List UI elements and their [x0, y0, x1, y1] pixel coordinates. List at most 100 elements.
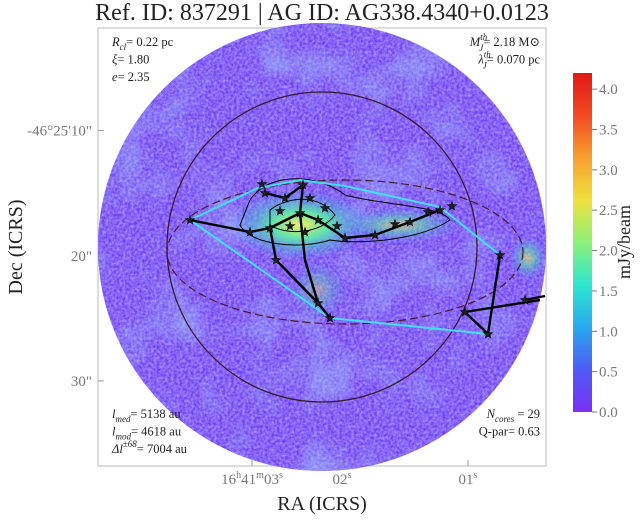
x-tick-label-sup: h	[236, 470, 241, 481]
annotation-value: = 4618 au	[131, 425, 182, 439]
y-axis-label: Dec (ICRS)	[5, 200, 27, 295]
annotation-sub: med	[115, 414, 130, 424]
annotation-value: = 0.22 pc	[126, 35, 173, 49]
colorbar-label: mJy/beam	[614, 205, 634, 279]
annotation: Q-par= 0.63	[479, 425, 540, 439]
annotation-sub: cores	[495, 414, 515, 424]
annotation-value: = 7004 au	[137, 442, 188, 456]
annotation-symbol: Δl	[111, 442, 123, 456]
x-tick-label-sup: s	[279, 470, 283, 481]
colorbar-tick-label: 3.5	[599, 123, 618, 139]
colorbar-tick-label: 4.0	[599, 82, 618, 98]
svg-text:★: ★	[370, 228, 381, 242]
annotation: e= 2.35	[112, 70, 150, 84]
annotation-symbol: R	[111, 35, 120, 49]
annotation-symbol: e	[112, 70, 118, 84]
svg-text:★: ★	[405, 215, 416, 229]
annotation-symbol: M	[469, 35, 481, 49]
annotation-value: = 5138 au	[130, 407, 181, 421]
colorbar	[573, 73, 592, 412]
colorbar-tick-label: 2.0	[599, 244, 618, 260]
x-tick-label: 02s	[333, 470, 352, 488]
annotation: Ncores = 29	[486, 407, 540, 424]
svg-text:★: ★	[185, 213, 196, 227]
svg-text:★: ★	[435, 203, 446, 217]
annotation-symbol: Q-par	[479, 425, 509, 439]
svg-text:★: ★	[275, 204, 286, 218]
colorbar-tick-label: 0.0	[599, 405, 618, 421]
annotation-value: = 2.35	[118, 70, 150, 84]
annotation-symbol: l	[112, 407, 116, 421]
svg-text:★: ★	[305, 191, 316, 205]
annotation: ξ= 1.80	[112, 53, 149, 67]
y-tick-label: 20"	[71, 249, 92, 265]
chart-title: Ref. ID: 837291 | AG ID: AG338.4340+0.01…	[95, 0, 549, 26]
svg-text:★: ★	[313, 296, 324, 310]
annotation-sup: th	[484, 50, 492, 60]
svg-text:★: ★	[280, 191, 291, 205]
colorbar-tick-label: 3.0	[599, 163, 618, 179]
colorbar-tick-label: 1.5	[599, 284, 618, 300]
annotation: λth J= 0.070 pc	[477, 50, 540, 71]
x-tick-label: 16h41m03s	[221, 470, 283, 488]
annotation-sup: ±68	[123, 439, 137, 449]
x-tick-label-sup: s	[474, 470, 478, 481]
cluster-ellipse	[166, 179, 524, 325]
svg-text:★: ★	[520, 293, 531, 307]
colorbar-tick-label: 0.5	[599, 365, 618, 381]
x-tick-label: 01s	[459, 470, 478, 488]
annotation-symbol: l	[112, 425, 116, 439]
annotation-value: = 1.80	[117, 53, 149, 67]
x-tick-label-part: 41	[241, 472, 256, 488]
mst	[189, 182, 546, 337]
annotation-symbol: λ	[477, 53, 484, 67]
svg-text:★: ★	[295, 206, 306, 220]
svg-text:★: ★	[285, 219, 296, 233]
annotation-value: = 0.070 pc	[487, 53, 541, 67]
x-tick-label-sup: s	[348, 470, 352, 481]
annotation-symbol: N	[486, 407, 496, 421]
y-tick-label: -46°25'10"	[27, 124, 92, 140]
svg-text:★: ★	[460, 305, 471, 319]
x-tick-label-part: 01	[459, 472, 474, 488]
svg-text:★: ★	[245, 225, 256, 239]
svg-text:★: ★	[298, 178, 309, 192]
annotation-value: = 0.63	[508, 425, 540, 439]
annotation-sup: th	[480, 32, 488, 42]
annotation-sub: J	[483, 61, 488, 71]
svg-text:★: ★	[423, 205, 434, 219]
svg-text:★: ★	[313, 213, 324, 227]
x-tick-label-sup: m	[256, 470, 264, 481]
svg-text:★: ★	[325, 311, 336, 325]
svg-text:★: ★	[265, 221, 276, 235]
x-tick-label-part: 02	[333, 472, 348, 488]
cores: ★★ ★ ★ ★★ ★★★ ★★★ ★★★ ★★★ ★★★ ★★★ ★★★ ★★	[184, 177, 531, 342]
hull	[189, 178, 502, 336]
annotation: Rcl= 0.22 pc	[111, 35, 174, 52]
annotation-value: = 2.18 M⊙	[483, 35, 540, 49]
svg-text:★: ★	[483, 327, 494, 341]
x-axis-label: RA (ICRS)	[277, 493, 366, 515]
annotation-value: = 29	[514, 407, 540, 421]
svg-text:★: ★	[390, 217, 401, 231]
svg-text:★: ★	[271, 253, 282, 267]
annotation: Δl±68= 7004 au	[111, 439, 188, 456]
annotation-sub: J	[479, 43, 484, 53]
colorbar-tick-label: 2.5	[599, 203, 618, 219]
annotation: lmed= 5138 au	[112, 407, 181, 424]
svg-text:★: ★	[340, 231, 351, 245]
svg-text:★: ★	[332, 219, 343, 233]
intensity-map	[98, 23, 546, 471]
y-tick-label: 30"	[71, 374, 92, 390]
annotation: Mth J= 2.18 M⊙	[469, 32, 540, 53]
svg-text:★: ★	[260, 186, 271, 200]
svg-text:★: ★	[257, 177, 268, 191]
annotation-sub: cl	[120, 42, 127, 52]
colorbar-tick-label: 1.0	[599, 324, 618, 340]
svg-text:★: ★	[300, 225, 311, 239]
annotation-symbol: ξ	[112, 53, 118, 67]
annotation: lmod= 4618 au	[112, 425, 182, 442]
svg-text:★: ★	[495, 248, 506, 262]
annotation-sub: mod	[115, 432, 131, 442]
